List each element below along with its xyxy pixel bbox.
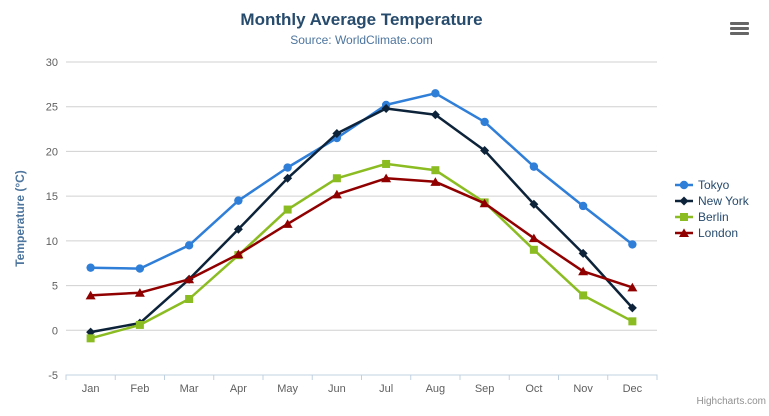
point-marker-square-icon[interactable] xyxy=(185,294,194,303)
y-axis-tick-label: 0 xyxy=(52,325,58,337)
y-axis-tick-label: 10 xyxy=(46,236,58,248)
hamburger-menu-icon xyxy=(730,27,749,30)
y-axis-tick-label: 20 xyxy=(46,146,58,158)
chart-title: Monthly Average Temperature xyxy=(240,10,483,29)
point-marker-square-icon[interactable] xyxy=(135,320,144,329)
point-marker-square-icon[interactable] xyxy=(332,174,341,183)
point-marker-triangle-icon[interactable] xyxy=(381,173,392,183)
point-marker-circle-icon[interactable] xyxy=(529,162,539,171)
y-axis-tick-label: 15 xyxy=(46,191,58,203)
chart-subtitle: Source: WorldClimate.com xyxy=(290,33,433,47)
legend-label-london: London xyxy=(698,226,739,240)
x-axis-tick-label: Apr xyxy=(230,383,247,395)
x-axis-tick-label: Aug xyxy=(426,383,446,395)
series-london[interactable] xyxy=(85,173,638,300)
x-axis-tick-label: Dec xyxy=(623,383,643,395)
x-axis-tick-label: May xyxy=(277,383,298,395)
credits-link[interactable]: Highcharts.com xyxy=(696,396,766,407)
legend-label-new-york: New York xyxy=(698,194,749,208)
point-marker-circle-icon[interactable] xyxy=(283,163,292,172)
point-marker-circle-icon[interactable] xyxy=(578,201,588,211)
point-marker-circle-icon[interactable] xyxy=(431,89,440,98)
point-marker-triangle-icon[interactable] xyxy=(430,177,441,186)
point-marker-triangle-icon[interactable] xyxy=(578,266,589,276)
point-marker-triangle-icon[interactable] xyxy=(134,288,145,297)
y-axis-tick-label: 25 xyxy=(46,102,58,114)
hamburger-menu-icon xyxy=(730,22,749,25)
point-marker-circle-icon[interactable] xyxy=(86,263,95,272)
legend-marker-square-icon xyxy=(675,213,693,221)
legend-item-tokyo[interactable]: Tokyo xyxy=(675,177,749,193)
point-marker-square-icon[interactable] xyxy=(579,291,588,300)
point-marker-square-icon[interactable] xyxy=(283,205,292,214)
point-marker-triangle-icon[interactable] xyxy=(85,290,96,300)
series-line-berlin[interactable] xyxy=(89,162,634,340)
series-line-new-york[interactable] xyxy=(89,107,634,334)
y-axis-title: Temperature (°C) xyxy=(13,170,27,267)
chart-context-menu-button[interactable] xyxy=(729,19,754,38)
point-marker-diamond-icon[interactable] xyxy=(381,104,391,114)
point-marker-diamond-icon[interactable] xyxy=(480,146,490,156)
legend-marker-diamond-icon xyxy=(675,196,693,206)
point-marker-triangle-icon[interactable] xyxy=(679,228,689,237)
series-new-york[interactable] xyxy=(86,104,637,337)
point-marker-square-icon[interactable] xyxy=(628,317,637,326)
x-axis-tick-label: Mar xyxy=(180,383,199,395)
point-marker-diamond-icon[interactable] xyxy=(578,248,588,258)
y-axis-tick-label: -5 xyxy=(48,370,58,382)
point-marker-triangle-icon[interactable] xyxy=(528,233,539,243)
point-marker-circle-icon[interactable] xyxy=(628,240,637,249)
legend-marker-triangle-icon xyxy=(675,228,693,237)
point-marker-square-icon[interactable] xyxy=(382,159,391,168)
chart-legend: Tokyo New York Berlin London xyxy=(675,177,749,241)
point-marker-circle-icon[interactable] xyxy=(480,117,489,127)
x-axis-tick-label: Jun xyxy=(328,383,346,395)
series-line-london[interactable] xyxy=(89,177,634,297)
point-marker-diamond-icon[interactable] xyxy=(332,129,342,139)
point-marker-diamond-icon[interactable] xyxy=(233,224,243,234)
legend-item-berlin[interactable]: Berlin xyxy=(675,209,749,225)
point-marker-diamond-icon[interactable] xyxy=(529,199,539,209)
point-marker-triangle-icon[interactable] xyxy=(479,198,490,208)
point-marker-triangle-icon[interactable] xyxy=(233,249,244,259)
point-marker-diamond-icon[interactable] xyxy=(430,110,440,120)
point-marker-circle-icon[interactable] xyxy=(234,196,243,205)
point-marker-diamond-icon[interactable] xyxy=(627,303,637,313)
hamburger-menu-icon xyxy=(730,32,749,35)
point-marker-square-icon[interactable] xyxy=(431,166,440,175)
point-marker-circle-icon[interactable] xyxy=(135,264,145,273)
series-tokyo[interactable] xyxy=(86,89,637,273)
legend-marker-circle-icon xyxy=(675,180,693,190)
point-marker-square-icon[interactable] xyxy=(529,245,538,254)
x-axis-tick-label: Nov xyxy=(573,383,593,395)
point-marker-square-icon[interactable] xyxy=(680,213,688,221)
legend-label-tokyo: Tokyo xyxy=(698,178,730,192)
point-marker-triangle-icon[interactable] xyxy=(331,189,342,199)
point-marker-circle-icon[interactable] xyxy=(184,241,194,250)
legend-item-london[interactable]: London xyxy=(675,225,749,241)
legend-item-new-york[interactable]: New York xyxy=(675,193,749,209)
point-marker-triangle-icon[interactable] xyxy=(282,219,293,228)
legend-label-berlin: Berlin xyxy=(698,210,729,224)
x-axis-tick-label: Jul xyxy=(379,383,393,395)
x-axis-tick-label: Sep xyxy=(475,383,495,395)
y-axis-tick-label: 5 xyxy=(52,281,58,293)
point-marker-diamond-icon[interactable] xyxy=(679,196,689,206)
x-axis-tick-label: Jan xyxy=(82,383,100,395)
point-marker-triangle-icon[interactable] xyxy=(627,282,638,292)
x-axis-tick-label: Oct xyxy=(525,383,542,395)
point-marker-diamond-icon[interactable] xyxy=(283,173,293,183)
point-marker-diamond-icon[interactable] xyxy=(86,327,96,337)
x-axis-tick-label: Feb xyxy=(130,383,149,395)
point-marker-square-icon[interactable] xyxy=(86,334,95,343)
point-marker-triangle-icon[interactable] xyxy=(184,274,195,284)
series-line-tokyo[interactable] xyxy=(89,92,634,270)
point-marker-circle-icon[interactable] xyxy=(679,180,689,190)
y-axis-tick-label: 30 xyxy=(46,57,58,69)
